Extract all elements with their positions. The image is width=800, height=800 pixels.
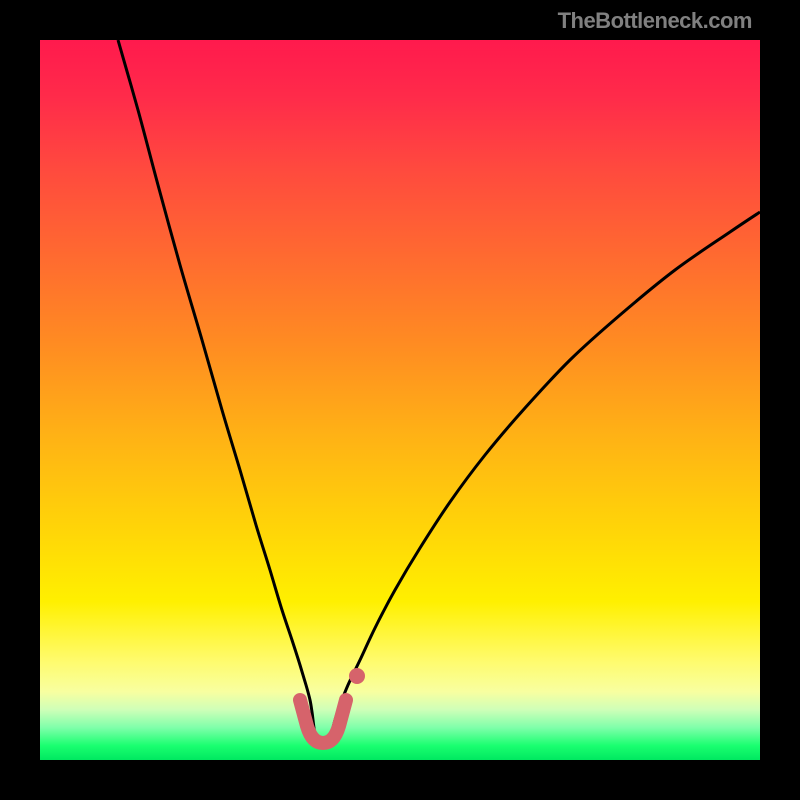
curve-layer (40, 40, 760, 760)
bottleneck-curve-right (330, 212, 760, 740)
bottleneck-curve-left (118, 40, 316, 740)
u-marker-path (300, 700, 346, 743)
watermark-text: TheBottleneck.com (558, 8, 752, 34)
u-marker-dot (349, 668, 365, 684)
plot-area (40, 40, 760, 760)
chart-container: TheBottleneck.com (0, 0, 800, 800)
